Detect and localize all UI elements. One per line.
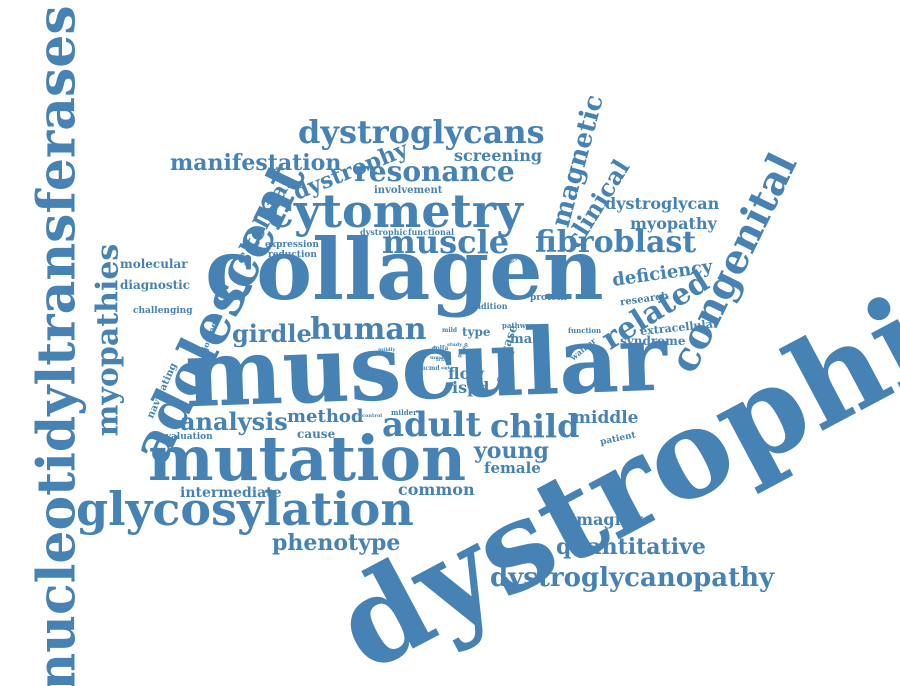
word-colfa: colfa bbox=[432, 345, 449, 352]
word-male: male bbox=[510, 332, 546, 347]
word-adult: adult bbox=[382, 405, 482, 445]
word-quantitative: quantitative bbox=[556, 534, 706, 560]
word-dystroglycanopathy: dystroglycanopathy bbox=[490, 563, 775, 593]
word-phenotype: phenotype bbox=[272, 530, 401, 556]
word-muscle: muscle bbox=[382, 223, 510, 261]
word-girdle: girdle bbox=[232, 319, 312, 348]
word-young: young bbox=[474, 438, 549, 464]
word-protein: protein bbox=[530, 293, 567, 303]
word-condition: condition bbox=[465, 301, 508, 311]
word-middle: middle bbox=[573, 408, 639, 428]
word-method: method bbox=[287, 406, 364, 427]
word-cytometry: cytometry bbox=[266, 184, 523, 238]
word-analysis: analysis bbox=[180, 407, 288, 436]
word-ispd: ispd bbox=[452, 378, 490, 397]
word-involvement: involvement bbox=[374, 185, 443, 196]
word-trial: trial bbox=[436, 357, 448, 363]
word-common: common bbox=[398, 480, 475, 499]
word-function: function bbox=[568, 326, 602, 335]
word-mildly: mildly bbox=[378, 347, 396, 353]
word-expression: expression bbox=[265, 240, 319, 250]
word-challenging: challenging bbox=[133, 306, 193, 316]
word-myopathy: myopathy bbox=[630, 214, 717, 233]
word-collagen: collagen bbox=[205, 220, 604, 319]
word-resonance: resonance bbox=[354, 155, 515, 188]
word-control: control bbox=[362, 413, 383, 419]
word-dystrophic: dystrophic bbox=[360, 227, 408, 237]
word-intermediate: intermediate bbox=[180, 485, 282, 501]
word-functional: functional bbox=[408, 227, 455, 237]
word-evaluation: evaluation bbox=[160, 432, 213, 442]
word-studies: studies bbox=[378, 380, 399, 386]
word-molecular: molecular bbox=[120, 257, 188, 271]
word-nucleotidyltransferases: nucleotidyltransferases bbox=[26, 5, 88, 686]
word-mutation: mutation bbox=[148, 422, 467, 495]
word-diagnostic: diagnostic bbox=[120, 278, 191, 292]
word-fibroblast: fibroblast bbox=[535, 225, 697, 260]
word-glycosylation: glycosylation bbox=[76, 482, 414, 536]
word-myopathies: myopathies bbox=[90, 243, 126, 437]
word-dystroglycan: dystroglycan bbox=[605, 194, 720, 213]
word-screening: screening bbox=[454, 146, 543, 165]
word-reduction: reduction bbox=[268, 250, 317, 260]
word-pathway: pathway bbox=[502, 321, 535, 330]
word-child: child bbox=[490, 407, 580, 445]
word-ucmd: ucmd bbox=[421, 365, 440, 372]
word-study: study bbox=[447, 342, 463, 348]
word-mild: mild bbox=[442, 327, 458, 334]
word-female: female bbox=[484, 459, 541, 477]
word-music: music bbox=[430, 355, 447, 361]
word-dystroglycans: dystroglycans bbox=[298, 113, 545, 151]
word-imaging: imaging bbox=[570, 510, 644, 529]
word-cause: cause bbox=[297, 427, 336, 441]
word-milder: milder bbox=[391, 408, 417, 417]
word-manifestation: manifestation bbox=[170, 150, 342, 176]
word-human: human bbox=[310, 312, 427, 347]
word-sight: sight bbox=[441, 365, 453, 370]
word-type: type bbox=[462, 325, 491, 339]
word-syndrome: syndrome bbox=[620, 334, 686, 348]
word-flow: flow bbox=[448, 364, 485, 383]
